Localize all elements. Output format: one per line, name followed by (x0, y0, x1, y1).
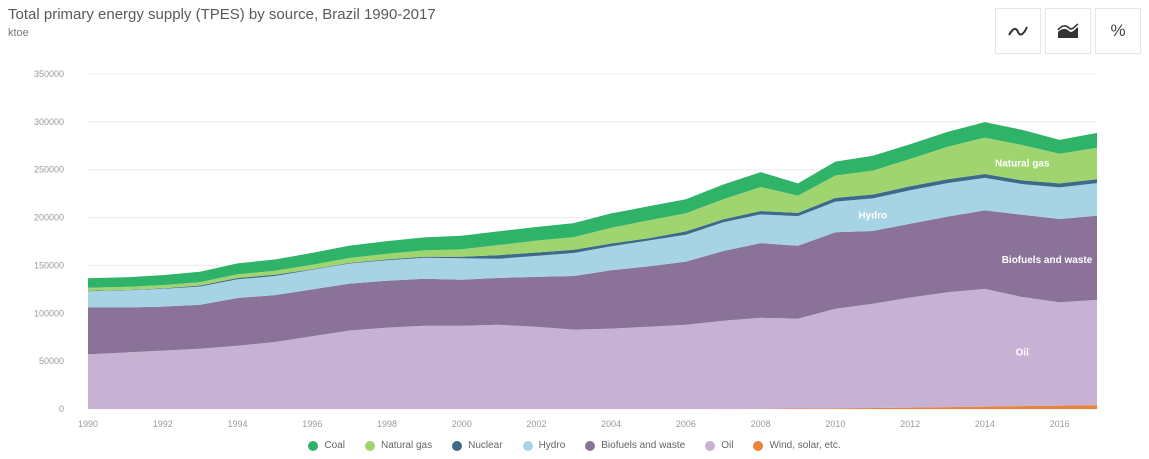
legend-label: Oil (721, 440, 734, 451)
chart-mode-toolbar: % (995, 8, 1141, 54)
legend-swatch (308, 440, 319, 451)
x-tick-label: 2016 (1050, 419, 1070, 429)
legend-item[interactable]: Wind, solar, etc. (753, 440, 841, 451)
x-tick-label: 2002 (526, 419, 546, 429)
legend-label: Natural gas (380, 440, 433, 451)
legend-item[interactable]: Hydro (522, 440, 566, 451)
x-tick-label: 1996 (302, 419, 322, 429)
legend-swatch (585, 440, 596, 451)
percent-mode-button[interactable]: % (1095, 8, 1141, 54)
in-chart-label: Natural gas (995, 159, 1050, 170)
x-tick-label: 2008 (751, 419, 771, 429)
area-biofuels-and-waste[interactable] (88, 210, 1097, 355)
area-coal[interactable] (88, 122, 1097, 288)
unit-label: ktoe (8, 27, 29, 39)
chart-legend: Coal Natural gas Nuclear Hydro Biofuels and … (0, 440, 1149, 451)
legend-swatch (452, 440, 463, 451)
legend-label: Nuclear (468, 440, 503, 451)
legend-swatch (753, 440, 764, 451)
x-tick-label: 2000 (452, 419, 472, 429)
area-hydro[interactable] (88, 177, 1097, 308)
percent-icon: % (1110, 21, 1126, 40)
y-tick-label: 100000 (34, 308, 64, 318)
legend-item[interactable]: Natural gas (364, 440, 433, 451)
x-tick-label: 2010 (825, 419, 845, 429)
legend-label: Wind, solar, etc. (769, 440, 841, 451)
x-tick-label: 1998 (377, 419, 397, 429)
legend-item[interactable]: Biofuels and waste (585, 440, 685, 451)
x-tick-label: 2014 (975, 419, 995, 429)
legend-label: Biofuels and waste (601, 440, 686, 451)
in-chart-label: Hydro (858, 211, 887, 222)
x-tick-label: 2004 (601, 419, 621, 429)
y-tick-label: 250000 (34, 165, 64, 175)
legend-swatch (364, 440, 375, 451)
legend-item[interactable]: Nuclear (452, 440, 503, 451)
y-tick-label: 150000 (34, 260, 64, 270)
legend-swatch (705, 440, 716, 451)
x-tick-label: 1994 (227, 419, 247, 429)
chart-title: Total primary energy supply (TPES) by so… (8, 6, 436, 23)
legend-swatch (522, 440, 533, 451)
x-tick-label: 1990 (78, 419, 98, 429)
line-mode-button[interactable] (995, 8, 1041, 54)
y-tick-label: 200000 (34, 213, 64, 223)
legend-item[interactable]: Coal (308, 440, 345, 451)
y-tick-label: 0 (59, 404, 64, 414)
legend-label: Coal (324, 440, 345, 451)
y-tick-label: 350000 (34, 69, 64, 79)
area-oil[interactable] (88, 288, 1097, 409)
area-wind-solar-etc[interactable] (88, 405, 1097, 409)
x-tick-label: 2006 (676, 419, 696, 429)
in-chart-label: Biofuels and waste (1002, 255, 1093, 266)
y-tick-label: 50000 (39, 356, 64, 366)
x-tick-label: 1992 (153, 419, 173, 429)
line-chart-icon (1008, 26, 1028, 36)
area-natural-gas[interactable] (88, 137, 1097, 291)
y-tick-label: 300000 (34, 117, 64, 127)
legend-item[interactable]: Oil (705, 440, 733, 451)
legend-label: Hydro (538, 440, 566, 451)
area-mode-button[interactable] (1045, 8, 1091, 54)
in-chart-label: Oil (1016, 348, 1030, 359)
x-tick-label: 2012 (900, 419, 920, 429)
area-chart-icon (1057, 23, 1079, 38)
